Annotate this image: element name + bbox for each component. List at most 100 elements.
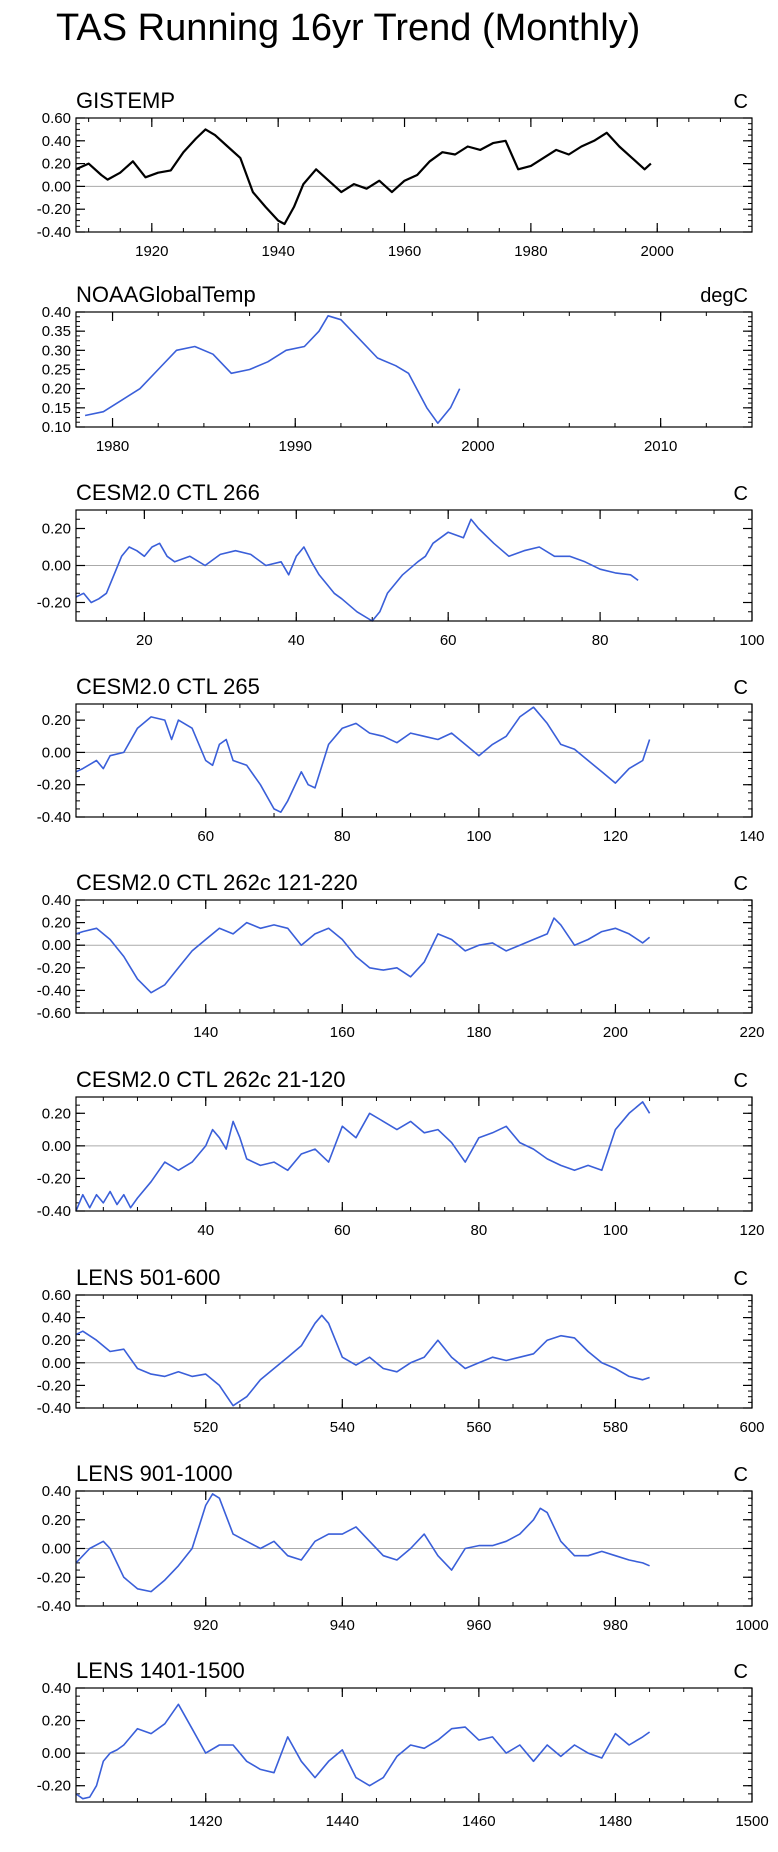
- x-tick-label: 1940: [261, 243, 294, 260]
- x-tick-label: 600: [739, 1419, 764, 1436]
- x-tick-label: 100: [739, 632, 764, 649]
- y-tick-label: -0.20: [37, 1569, 71, 1586]
- plot-frame: [75, 1490, 753, 1607]
- y-tick-label: 0.00: [42, 1355, 71, 1372]
- chart-panel-9: LENS 1401-1500 C 1420 1440 1460 1480 1500 -0.20…: [37, 1658, 769, 1830]
- y-tick-label: 0.40: [42, 1483, 71, 1500]
- plot-frame: [75, 509, 753, 622]
- y-tick-label: 0.20: [42, 1512, 71, 1529]
- y-tick-label: -0.40: [37, 809, 71, 826]
- y-tick-label: 0.20: [42, 521, 71, 538]
- x-tick-label: 100: [603, 1222, 628, 1239]
- x-tick-label: 120: [739, 1222, 764, 1239]
- x-tick-label: 2000: [461, 438, 494, 455]
- chart-panel-2: NOAAGlobalTemp degC 1980 1990 2000 2010 0.10 0.…: [42, 282, 753, 455]
- x-tick-label: 1920: [135, 243, 168, 260]
- plot-frame: [75, 117, 753, 233]
- y-tick-label: 0.20: [42, 915, 71, 932]
- series-line-1: [75, 128, 652, 226]
- units-label: C: [734, 1464, 748, 1486]
- chart-panel-1: GISTEMP C 1920 1940 1960 1980 2000 -0.40 -0.20 0.…: [37, 88, 753, 260]
- y-tick-label: -0.20: [37, 1170, 71, 1187]
- units-label: degC: [700, 285, 748, 307]
- panels: GISTEMP C 1920 1940 1960 1980 2000 -0.40 -0.20 0.…: [37, 88, 769, 1830]
- units-label: C: [734, 873, 748, 895]
- y-tick-label: 0.40: [42, 892, 71, 909]
- y-tick-label: -0.40: [37, 1598, 71, 1615]
- units-label: C: [734, 1070, 748, 1092]
- x-tick-label: 1480: [599, 1813, 632, 1830]
- y-tick-label: -0.20: [37, 201, 71, 218]
- x-tick-label: 1980: [514, 243, 547, 260]
- chart-title: LENS 1401-1500: [76, 1658, 245, 1683]
- y-tick-label: -0.20: [37, 777, 71, 794]
- y-tick-label: 0.00: [42, 558, 71, 575]
- chart-panel-4: CESM2.0 CTL 265 C 60 80 100 120 140 -0.40 -0.20 0…: [37, 674, 765, 845]
- x-tick-label: 100: [466, 828, 491, 845]
- y-tick-label: 0.20: [42, 381, 71, 398]
- x-tick-label: 560: [466, 1419, 491, 1436]
- x-tick-label: 160: [330, 1024, 355, 1041]
- chart-panel-6: CESM2.0 CTL 262c 21-120 C 40 60 80 100 120 -0.4…: [37, 1067, 765, 1239]
- x-tick-label: 120: [603, 828, 628, 845]
- plot-frame: [75, 1096, 753, 1212]
- x-tick-label: 540: [330, 1419, 355, 1436]
- y-tick-label: 0.25: [42, 362, 71, 379]
- y-tick-label: -0.20: [37, 960, 71, 977]
- series-line-1: [75, 1314, 650, 1407]
- x-tick-label: 80: [592, 632, 609, 649]
- y-tick-label: -0.40: [37, 224, 71, 241]
- series-line-1: [75, 917, 651, 994]
- units-label: C: [734, 1661, 748, 1683]
- x-tick-label: 180: [466, 1024, 491, 1041]
- y-tick-label: 0.40: [42, 133, 71, 150]
- y-tick-label: 0.00: [42, 178, 71, 195]
- y-tick-label: 0.00: [42, 1541, 71, 1558]
- y-tick-label: 0.30: [42, 342, 71, 359]
- x-tick-label: 60: [334, 1222, 351, 1239]
- plot-frame: [75, 1687, 753, 1803]
- series-line-1: [75, 1703, 651, 1800]
- x-tick-label: 980: [603, 1617, 628, 1634]
- units-label: C: [734, 1268, 748, 1290]
- chart-panel-7: LENS 501-600 C 520 540 560 580 600 -0.40 -0.20 0.…: [37, 1265, 765, 1436]
- x-tick-label: 520: [193, 1419, 218, 1436]
- y-tick-label: -0.20: [37, 595, 71, 612]
- units-label: C: [734, 91, 748, 113]
- y-tick-label: -0.20: [37, 1377, 71, 1394]
- x-tick-label: 40: [197, 1222, 214, 1239]
- x-tick-label: 2000: [641, 243, 674, 260]
- x-tick-label: 960: [466, 1617, 491, 1634]
- chart-title: CESM2.0 CTL 262c 21-120: [76, 1067, 345, 1092]
- y-tick-label: 0.20: [42, 1332, 71, 1349]
- x-tick-label: 140: [739, 828, 764, 845]
- y-tick-label: 0.00: [42, 937, 71, 954]
- x-tick-label: 140: [193, 1024, 218, 1041]
- x-tick-label: 1460: [462, 1813, 495, 1830]
- x-tick-label: 580: [603, 1419, 628, 1436]
- chart-title: GISTEMP: [76, 88, 175, 113]
- x-tick-label: 920: [193, 1617, 218, 1634]
- x-tick-label: 940: [330, 1617, 355, 1634]
- chart-title: LENS 501-600: [76, 1265, 220, 1290]
- y-tick-label: 0.20: [42, 712, 71, 729]
- y-tick-label: 0.00: [42, 744, 71, 761]
- series-line-1: [75, 1101, 651, 1212]
- chart-title: CESM2.0 CTL 266: [76, 480, 260, 505]
- chart-title: CESM2.0 CTL 262c 121-220: [76, 870, 358, 895]
- y-tick-label: 0.20: [42, 1105, 71, 1122]
- y-tick-label: 0.15: [42, 400, 71, 417]
- x-tick-label: 60: [440, 632, 457, 649]
- y-tick-label: 0.35: [42, 323, 71, 340]
- x-tick-label: 1440: [326, 1813, 359, 1830]
- x-tick-label: 20: [136, 632, 153, 649]
- y-tick-label: 0.20: [42, 156, 71, 173]
- plot-frame: [75, 703, 753, 818]
- series-line-1: [75, 518, 639, 622]
- series-line-1: [84, 314, 461, 425]
- y-tick-label: 0.10: [42, 419, 71, 436]
- y-tick-label: 0.60: [42, 110, 71, 127]
- series-line-1: [75, 1493, 650, 1593]
- y-tick-label: -0.20: [37, 1778, 71, 1795]
- chart-title: NOAAGlobalTemp: [76, 282, 256, 307]
